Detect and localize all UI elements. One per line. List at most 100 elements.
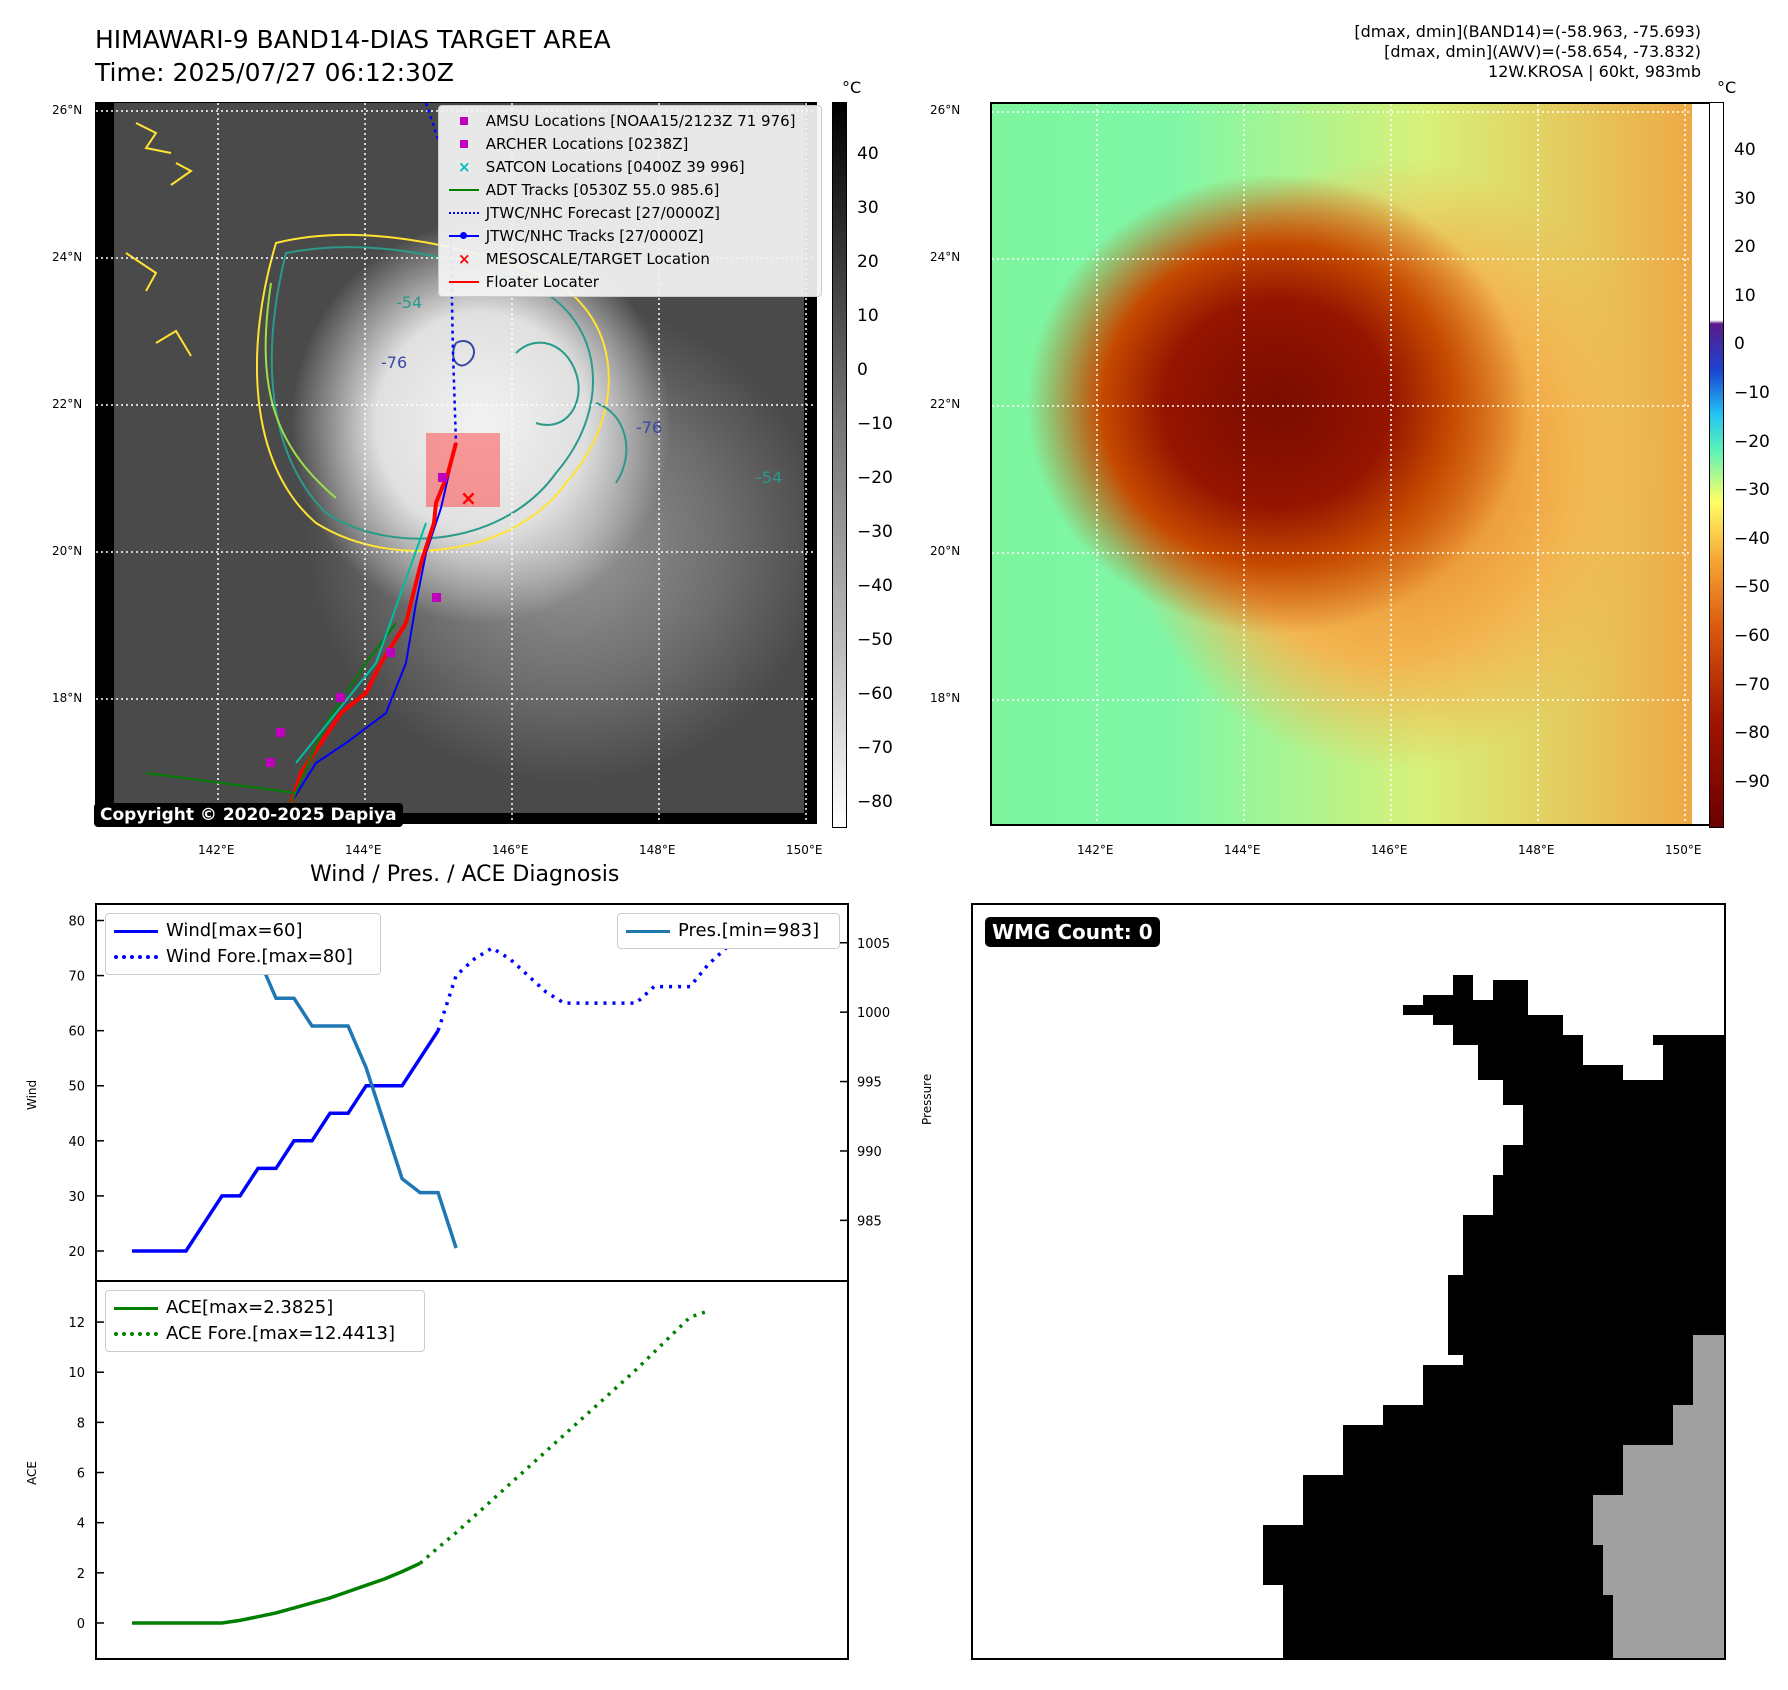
colorbar1-tick: −60 [857, 684, 893, 704]
colorbar1-tick: −80 [857, 792, 893, 812]
map2-lat-label-24: 24°N [930, 250, 961, 264]
legend-archer-label: ARCHER Locations [0238Z] [485, 135, 689, 153]
y-tick-label: 8 [77, 1416, 85, 1431]
map2-lat-label-18: 18°N [930, 691, 961, 705]
ace-fore-legend-swatch [114, 1332, 158, 1336]
ace-legend-swatch [114, 1306, 158, 1310]
lat-label-24: 24°N [52, 250, 83, 264]
wmg-black-region [1263, 975, 1724, 1658]
ace-plot: 0 2 4 6 8 10 12 [68, 1309, 709, 1632]
legend-archer-swatch [447, 134, 481, 154]
lon-label-146: 146°E [492, 843, 529, 857]
colorbar1-tick: −20 [857, 468, 893, 488]
colorbar2-tick: 30 [1734, 188, 1756, 209]
ace-legend-label: ACE[max=2.3825] [166, 1297, 334, 1318]
wmg-mask [1263, 975, 1724, 1658]
pres-legend: Pres.[min=983] [617, 913, 840, 949]
colorbar2-tick: −50 [1734, 577, 1770, 598]
y-tick-label: 995 [857, 1076, 882, 1091]
colorbar1-tick: 30 [857, 198, 879, 218]
contour-green [264, 282, 337, 499]
colorbar1-tick: −10 [857, 414, 893, 434]
y-tick-label: 2 [77, 1567, 85, 1582]
legend-adt-label: ADT Tracks [0530Z 55.0 985.6] [485, 181, 720, 199]
colorbar2-tick: 0 [1734, 334, 1745, 355]
y-tick-label: 50 [68, 1080, 85, 1095]
lat-label-22: 22°N [52, 397, 83, 411]
ace-fore-legend-label: ACE Fore.[max=12.4413] [166, 1323, 395, 1344]
legend-amsu: AMSU Locations [NOAA15/2123Z 71 976] [447, 111, 796, 131]
wind-fore-legend-label: Wind Fore.[max=80] [166, 946, 353, 967]
colorbar-band14 [832, 102, 847, 828]
colorbar2-tick: −90 [1734, 771, 1770, 792]
legend-mesoscale-swatch: × [458, 250, 471, 268]
colorbar1-tick: 40 [857, 144, 879, 164]
legend-jtwc-label: JTWC/NHC Tracks [27/0000Z] [485, 227, 704, 245]
y-tick-label: 60 [68, 1025, 85, 1040]
figure-time: Time: 2025/07/27 06:12:30Z [95, 58, 454, 87]
lon-label-142: 142°E [198, 843, 235, 857]
pressure-axis-label: Pressure [920, 1073, 934, 1125]
colorbar2-tick: −70 [1734, 674, 1770, 695]
lon-label-144: 144°E [345, 843, 382, 857]
lon-label-150: 150°E [786, 843, 823, 857]
series-line [436, 945, 728, 1032]
legend-satcon: × SATCON Locations [0400Z 39 996] [447, 157, 745, 177]
legend-satcon-swatch: × [458, 158, 471, 176]
colorbar-awv [1709, 102, 1724, 828]
colorbar1-tick: −70 [857, 738, 893, 758]
contour-label-54a: -54 [396, 293, 422, 312]
wmg-gray-region [1593, 1335, 1724, 1658]
wind-pressure-panel: 20 30 40 50 60 70 80 985 990 995 1000 1005 Wind[max… [68, 903, 890, 1284]
series-line [132, 1561, 421, 1625]
map2-lat-label-22: 22°N [930, 397, 961, 411]
contour-label-54b: -54 [756, 468, 782, 487]
legend-adt-swatch [447, 180, 481, 200]
map2-lat-label-20: 20°N [930, 544, 961, 558]
ace-fore-legend-item: ACE Fore.[max=12.4413] [114, 1321, 416, 1347]
legend-amsu-label: AMSU Locations [NOAA15/2123Z 71 976] [485, 112, 796, 130]
map2-lon-label-150: 150°E [1665, 843, 1702, 857]
ace-axis-label: ACE [25, 1461, 39, 1485]
awv-range: [dmax, dmin](AWV)=(-58.654, -73.832) [1384, 42, 1701, 61]
map2-overlay [992, 104, 1712, 824]
nodata-left [96, 103, 114, 823]
contour-label-76b: -76 [636, 418, 662, 437]
y-tick-label: 1000 [857, 1006, 890, 1021]
legend-jtwc: JTWC/NHC Tracks [27/0000Z] [447, 226, 704, 246]
contour-cold [452, 340, 475, 367]
lon-label-148: 148°E [639, 843, 676, 857]
legend-mesoscale-label: MESOSCALE/TARGET Location [485, 250, 710, 268]
wind-legend-label: Wind[max=60] [166, 920, 303, 941]
colorbar2-unit: °C [1717, 78, 1737, 97]
lat-label-26: 26°N [52, 103, 83, 117]
target-marker: × [460, 486, 477, 510]
map2-nodata-right [1692, 104, 1712, 824]
colorbar1-tick: 0 [857, 360, 868, 380]
legend-jtwc-swatch [447, 226, 481, 246]
adt-track [145, 622, 397, 804]
legend-floater-swatch [447, 272, 481, 292]
map2-lon-label-144: 144°E [1224, 843, 1261, 857]
lat-label-18: 18°N [52, 691, 83, 705]
series-line [418, 1309, 709, 1565]
colorbar1-tick: 20 [857, 252, 879, 272]
copyright: Copyright © 2020-2025 Dapiya [94, 803, 403, 827]
lat-label-20: 20°N [52, 544, 83, 558]
legend-floater-label: Floater Locater [485, 273, 599, 291]
awv-map [990, 102, 1714, 826]
floater-track [289, 442, 458, 804]
series-line [132, 1029, 440, 1253]
legend-amsu-swatch [447, 111, 481, 131]
y-tick-label: 985 [857, 1214, 882, 1229]
wind-fore-legend-swatch [114, 955, 158, 959]
colorbar2-tick: −80 [1734, 723, 1770, 744]
info-block: [dmax, dmin](BAND14)=(-58.963, -75.693) … [1354, 22, 1701, 82]
legend-forecast-label: JTWC/NHC Forecast [27/0000Z] [485, 204, 721, 222]
contour-fragments-2 [515, 341, 628, 484]
figure-title: HIMAWARI-9 BAND14-DIAS TARGET AREA [95, 25, 611, 54]
colorbar1-unit: °C [842, 78, 862, 97]
contour-fragments [125, 122, 193, 357]
colorbar2-tick: −40 [1734, 528, 1770, 549]
contour-label-76a: -76 [381, 353, 407, 372]
